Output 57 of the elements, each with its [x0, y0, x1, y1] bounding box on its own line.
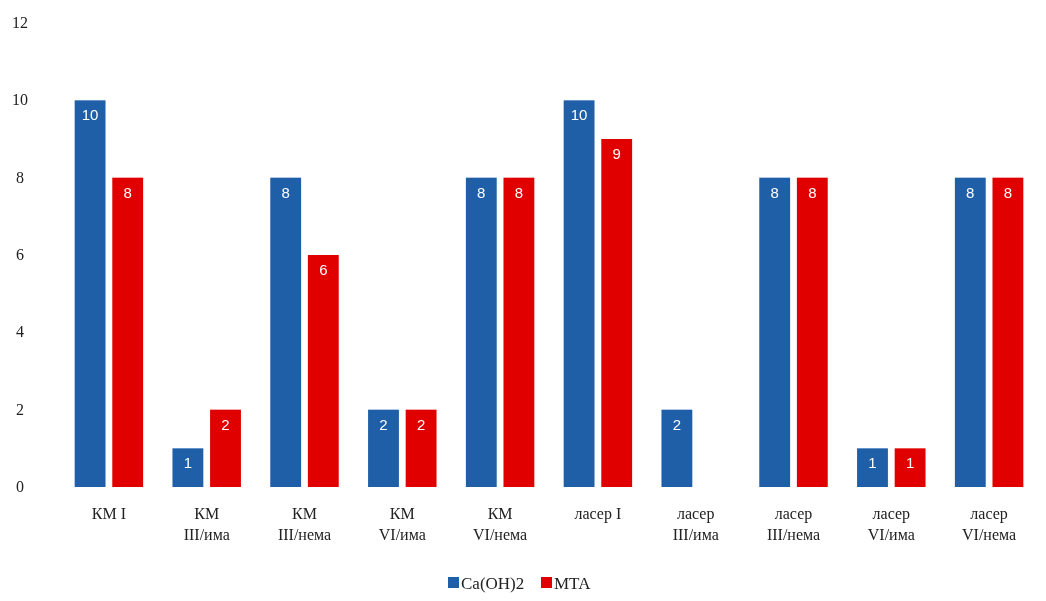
x-tick-label: ласер III/нема	[766, 505, 821, 543]
data-label: 8	[770, 183, 779, 201]
x-tick-label: ласер VI/има	[867, 505, 915, 543]
data-label: 9	[612, 145, 621, 162]
x-tick-label: КМ I	[91, 505, 127, 522]
data-label: 1	[868, 454, 877, 472]
bar	[954, 177, 986, 487]
bar	[563, 100, 595, 487]
bar	[796, 177, 828, 487]
data-label: 6	[319, 261, 328, 278]
bar	[368, 409, 399, 487]
bar	[601, 139, 633, 487]
bar	[172, 448, 204, 487]
legend-label: MTA	[554, 574, 592, 593]
data-label: 1	[183, 454, 193, 472]
data-label: 8	[1003, 183, 1013, 201]
data-label: 8	[808, 183, 817, 201]
y-tick-label: 8	[16, 168, 24, 186]
data-label: 2	[416, 415, 426, 433]
y-tick-label: 6	[16, 246, 24, 263]
data-label: 8	[966, 183, 975, 201]
bar	[270, 177, 302, 487]
y-tick-label: 2	[16, 400, 24, 418]
bar	[210, 409, 241, 487]
x-tick-label: ласер I	[574, 505, 622, 523]
bar	[307, 255, 339, 487]
bar	[405, 409, 437, 487]
legend-label: Ca(OH)2	[461, 574, 525, 593]
x-tick-label: КМ VI/нема	[473, 505, 528, 543]
y-tick-label: 12	[12, 14, 28, 31]
data-label: 10	[570, 106, 588, 124]
y-tick-label: 4	[16, 323, 24, 341]
x-tick-label: ласер III/има	[672, 505, 719, 543]
data-label: 2	[221, 415, 230, 433]
data-label: 8	[477, 183, 486, 201]
bar	[759, 177, 791, 487]
x-tick-label: КМ III/има	[183, 505, 230, 543]
data-label: 8	[281, 183, 290, 201]
data-label: 8	[123, 183, 132, 201]
x-tick-label: ласер VI/нема	[962, 505, 1017, 543]
bar	[661, 409, 693, 487]
data-label: 1	[905, 454, 915, 472]
bar	[894, 448, 926, 487]
data-label: 2	[379, 415, 388, 433]
y-tick-label: 0	[16, 478, 24, 495]
bar	[465, 177, 497, 487]
bar	[992, 177, 1024, 487]
bar	[857, 448, 888, 487]
x-tick-label: КМ III/нема	[277, 505, 332, 543]
data-label: 10	[81, 106, 99, 124]
x-tick-label: КМ VI/има	[378, 505, 426, 543]
bar	[112, 177, 144, 487]
bar	[74, 100, 106, 487]
data-label: 8	[514, 183, 524, 201]
data-label: 2	[672, 415, 682, 433]
bar	[503, 177, 535, 487]
y-tick-label: 10	[12, 91, 28, 109]
